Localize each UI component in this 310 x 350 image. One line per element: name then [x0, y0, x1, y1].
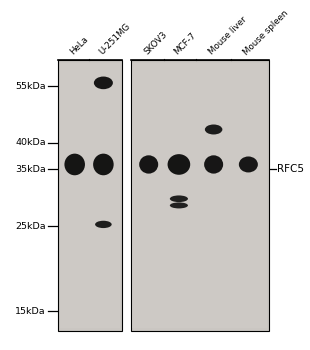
- Ellipse shape: [204, 155, 223, 174]
- Ellipse shape: [139, 155, 158, 174]
- Ellipse shape: [170, 195, 188, 202]
- Ellipse shape: [170, 202, 188, 208]
- Text: U-251MG: U-251MG: [97, 22, 132, 57]
- Bar: [58, 60, 122, 331]
- Text: Mouse liver: Mouse liver: [207, 15, 249, 57]
- Ellipse shape: [93, 154, 114, 175]
- Bar: [132, 63, 268, 328]
- Text: RFC5: RFC5: [277, 164, 304, 174]
- Ellipse shape: [168, 154, 190, 175]
- Text: 15kDa: 15kDa: [16, 307, 46, 315]
- Text: SKOV3: SKOV3: [142, 30, 169, 57]
- Ellipse shape: [64, 154, 85, 175]
- Text: 25kDa: 25kDa: [16, 222, 46, 231]
- Text: Mouse spleen: Mouse spleen: [242, 8, 290, 57]
- Text: 55kDa: 55kDa: [16, 82, 46, 91]
- Ellipse shape: [239, 156, 258, 173]
- Text: 35kDa: 35kDa: [15, 165, 46, 174]
- Ellipse shape: [95, 221, 112, 228]
- Text: HeLa: HeLa: [68, 35, 90, 57]
- Ellipse shape: [94, 77, 113, 89]
- Bar: [131, 60, 269, 331]
- Ellipse shape: [205, 125, 222, 134]
- Text: 40kDa: 40kDa: [16, 138, 46, 147]
- Bar: [60, 63, 120, 328]
- Text: MCF-7: MCF-7: [173, 32, 198, 57]
